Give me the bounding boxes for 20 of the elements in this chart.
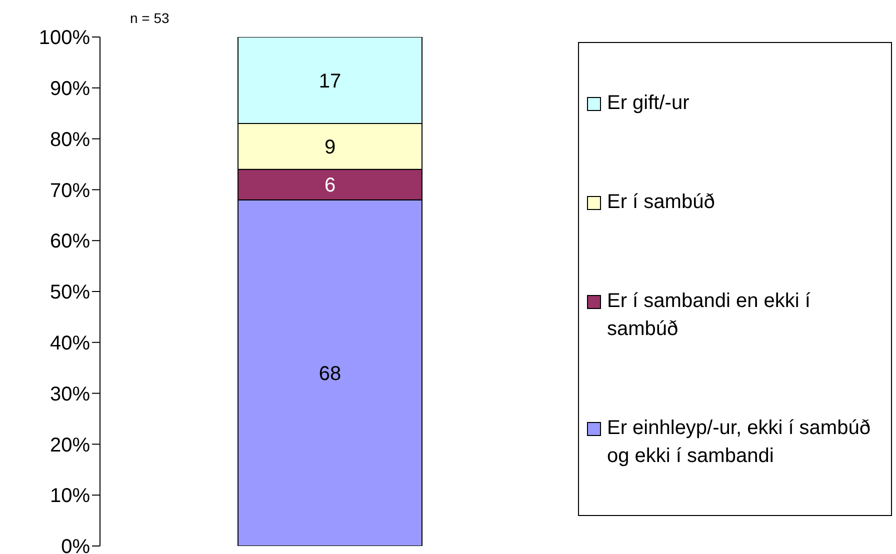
y-tick-label: 0%	[61, 536, 90, 554]
y-tick-label: 90%	[50, 78, 90, 100]
data-label: 6	[324, 174, 336, 197]
y-tick-label: 100%	[38, 27, 90, 50]
y-tick-label: 40%	[50, 332, 90, 354]
legend-label: Er gift/-ur	[607, 90, 690, 116]
text: n = 53	[130, 10, 170, 26]
legend-label: Er í sambúð	[607, 190, 715, 214]
data-label: 9	[324, 136, 336, 159]
y-tick-label: 50%	[50, 282, 90, 304]
y-tick-label: 20%	[50, 434, 90, 456]
legend-label: Er í sambandi en ekki í sambúð	[607, 288, 812, 342]
y-tick-label: 30%	[50, 383, 90, 406]
legend-label: Er einhleyp/-ur, ekki í sambúð og ekki í sambandi	[607, 416, 872, 468]
y-tick-label: 70%	[50, 180, 90, 202]
data-label: 68	[318, 363, 342, 386]
y-tick-label: 60%	[50, 230, 90, 253]
y-tick-label: 10%	[50, 485, 90, 508]
data-label: 17	[318, 70, 342, 92]
y-tick-label: 80%	[50, 128, 90, 151]
